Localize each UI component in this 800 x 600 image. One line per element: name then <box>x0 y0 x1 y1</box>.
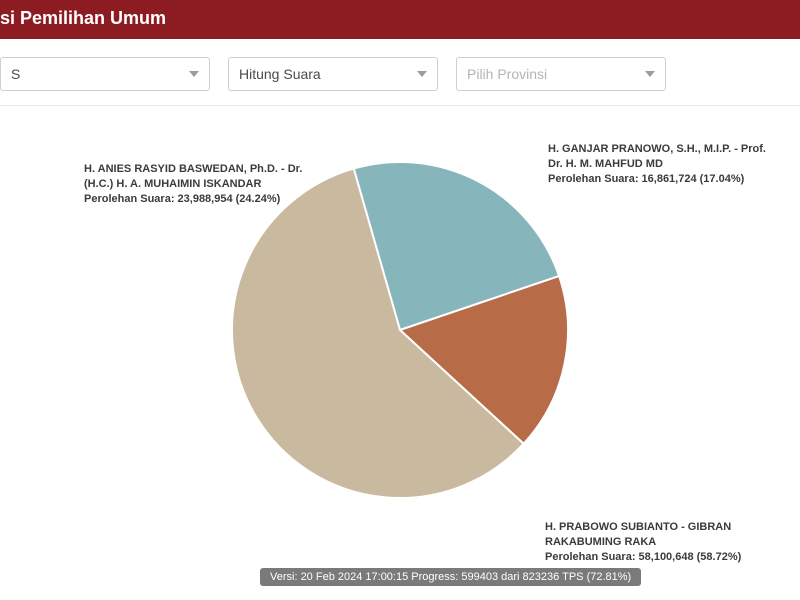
label-anies-line1: H. ANIES RASYID BASWEDAN, Ph.D. - Dr. <box>84 162 304 177</box>
label-anies: H. ANIES RASYID BASWEDAN, Ph.D. - Dr. (H… <box>84 162 304 207</box>
label-prabowo-line2: Perolehan Suara: 58,100,648 (58.72%) <box>545 550 800 565</box>
chevron-down-icon <box>417 71 427 77</box>
dropdown-province-placeholder: Pilih Provinsi <box>467 66 547 82</box>
dropdown-mode[interactable]: Hitung Suara <box>228 57 438 91</box>
dropdown-mode-value: Hitung Suara <box>239 66 321 82</box>
status-pill: Versi: 20 Feb 2024 17:00:15 Progress: 59… <box>260 568 641 586</box>
dropdown-row: S Hitung Suara Pilih Provinsi <box>0 39 800 106</box>
chart-area: H. ANIES RASYID BASWEDAN, Ph.D. - Dr. (H… <box>0 112 800 592</box>
header-bar: si Pemilihan Umum <box>0 0 800 39</box>
label-anies-line2: (H.C.) H. A. MUHAIMIN ISKANDAR <box>84 177 304 192</box>
label-ganjar-line1: H. GANJAR PRANOWO, S.H., M.I.P. - Prof. <box>548 142 778 157</box>
label-prabowo: H. PRABOWO SUBIANTO - GIBRAN RAKABUMING … <box>545 520 800 565</box>
label-ganjar-line3: Perolehan Suara: 16,861,724 (17.04%) <box>548 172 778 187</box>
label-ganjar-line2: Dr. H. M. MAHFUD MD <box>548 157 778 172</box>
page-title: si Pemilihan Umum <box>0 8 166 28</box>
label-anies-line3: Perolehan Suara: 23,988,954 (24.24%) <box>84 192 304 207</box>
label-prabowo-line1: H. PRABOWO SUBIANTO - GIBRAN RAKABUMING … <box>545 520 800 550</box>
pie-chart <box>230 160 570 500</box>
chevron-down-icon <box>645 71 655 77</box>
dropdown-province[interactable]: Pilih Provinsi <box>456 57 666 91</box>
dropdown-level-value: S <box>11 66 20 82</box>
status-text: Versi: 20 Feb 2024 17:00:15 Progress: 59… <box>270 571 631 583</box>
dropdown-level[interactable]: S <box>0 57 210 91</box>
label-ganjar: H. GANJAR PRANOWO, S.H., M.I.P. - Prof. … <box>548 142 778 187</box>
chevron-down-icon <box>189 71 199 77</box>
